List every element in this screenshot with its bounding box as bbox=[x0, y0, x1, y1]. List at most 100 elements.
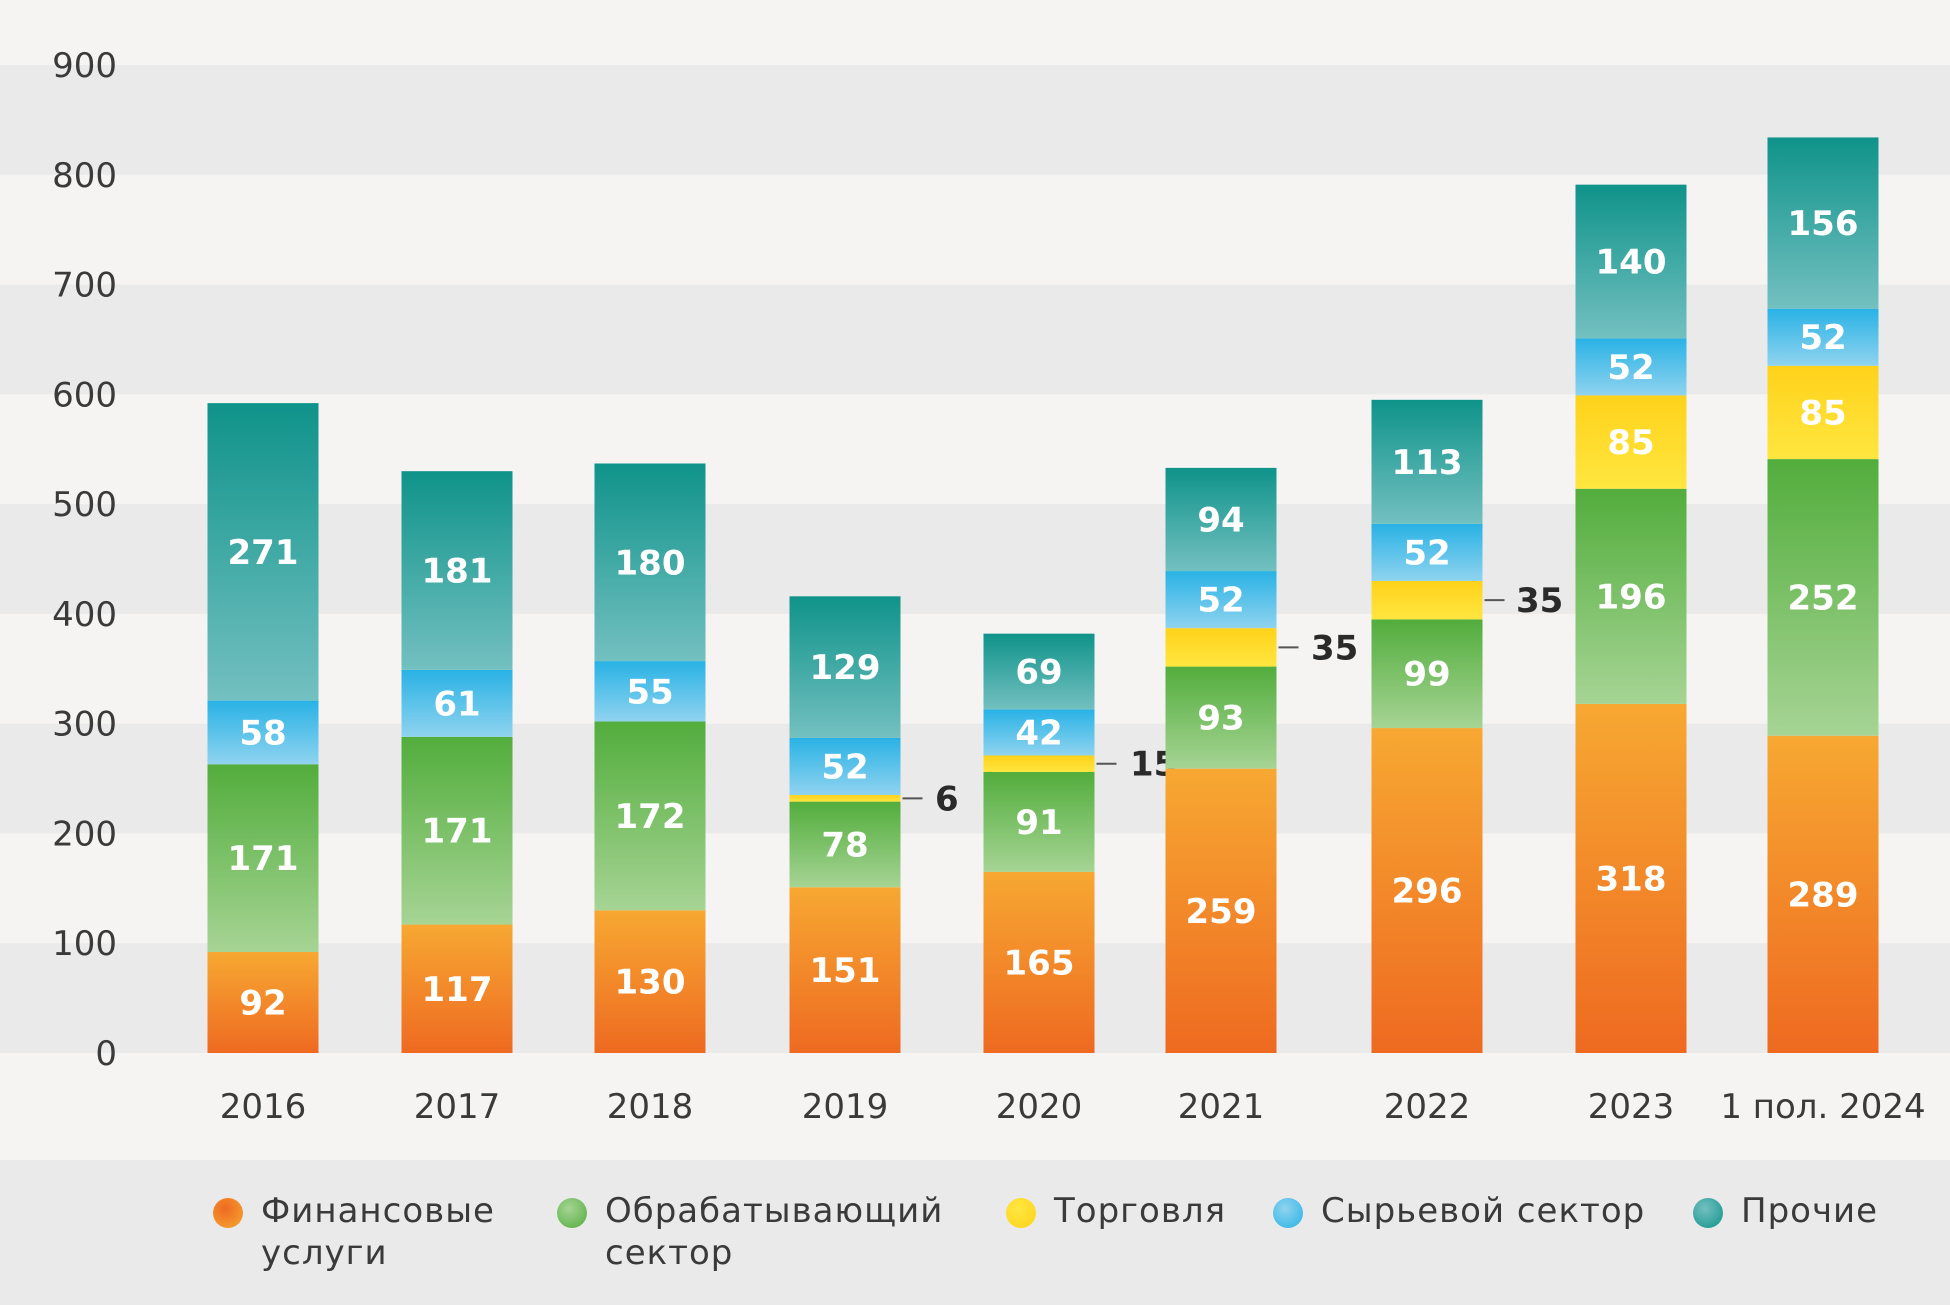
bar-segment bbox=[594, 463, 706, 662]
bar-group: 289 252 85 52 156 bbox=[1767, 137, 1879, 1053]
legend-item: Торговля bbox=[1006, 1190, 1226, 1232]
data-label: 171 bbox=[422, 812, 493, 852]
legend-label: Финансовые услуги bbox=[261, 1191, 495, 1273]
legend-marker-icon bbox=[1693, 1198, 1723, 1228]
data-label: 52 bbox=[1403, 533, 1450, 573]
x-axis: 2016 2017 2018 2019 2020 2021 2022 2023 1 пол. 2… bbox=[220, 1087, 1926, 1127]
data-label: 252 bbox=[1788, 578, 1859, 618]
data-label: 93 bbox=[1197, 699, 1244, 739]
y-tick-label: 200 bbox=[52, 814, 117, 854]
bar-segment bbox=[207, 403, 319, 701]
bar-group: 130 172 55 180 bbox=[594, 463, 706, 1053]
data-label: 156 bbox=[1788, 204, 1859, 244]
bar-segment bbox=[1767, 459, 1879, 736]
data-label: 94 bbox=[1197, 500, 1244, 540]
data-label: 78 bbox=[821, 825, 868, 865]
bar-segment bbox=[1575, 395, 1687, 489]
bar-segment bbox=[1575, 703, 1687, 1053]
data-label: 318 bbox=[1596, 859, 1667, 899]
data-label: 181 bbox=[422, 552, 493, 592]
bar-segment bbox=[1165, 628, 1277, 667]
bar-segment bbox=[207, 764, 319, 953]
legend-label: Сырьевой сектор bbox=[1321, 1191, 1646, 1231]
y-tick-label: 900 bbox=[52, 46, 117, 86]
data-label: 129 bbox=[810, 648, 881, 688]
data-label: 85 bbox=[1799, 393, 1846, 433]
bar-segment bbox=[983, 871, 1095, 1053]
data-label: 58 bbox=[239, 713, 286, 753]
x-tick-label: 1 пол. 2024 bbox=[1720, 1087, 1925, 1127]
bar-segment bbox=[1165, 467, 1277, 572]
y-tick-label: 600 bbox=[52, 375, 117, 415]
y-tick-label: 800 bbox=[52, 156, 117, 196]
x-tick-label: 2017 bbox=[414, 1087, 501, 1127]
bar-segment bbox=[1767, 735, 1879, 1053]
legend-label: Торговля bbox=[1054, 1191, 1227, 1231]
data-label: 140 bbox=[1596, 243, 1667, 283]
bar-segment bbox=[594, 910, 706, 1053]
bar-segment bbox=[401, 736, 513, 925]
bar-segment bbox=[401, 924, 513, 1053]
data-label: 91 bbox=[1015, 803, 1062, 843]
x-tick-label: 2019 bbox=[802, 1087, 889, 1127]
data-label: 289 bbox=[1788, 875, 1859, 915]
data-label: 130 bbox=[615, 963, 686, 1003]
legend-item: Сырьевой сектор bbox=[1273, 1190, 1645, 1232]
data-label: 92 bbox=[239, 984, 286, 1024]
bar-group: 318 196 85 52 140 bbox=[1575, 184, 1687, 1053]
data-label: 296 bbox=[1392, 872, 1463, 912]
bar-segment bbox=[401, 471, 513, 670]
bar-segment bbox=[1575, 488, 1687, 704]
data-label: 35 bbox=[1516, 581, 1563, 621]
legend-marker-icon bbox=[1006, 1198, 1036, 1228]
bar-segment bbox=[983, 709, 1095, 756]
bar-segment bbox=[1165, 666, 1277, 769]
bar-group: 151 78 6 52 129 bbox=[789, 596, 959, 1053]
bar-segment bbox=[789, 801, 901, 888]
data-label: 52 bbox=[1799, 318, 1846, 358]
bar-segment bbox=[1575, 338, 1687, 396]
y-tick-label: 0 bbox=[95, 1034, 117, 1074]
bar-segment bbox=[207, 952, 319, 1053]
x-tick-label: 2020 bbox=[996, 1087, 1083, 1127]
legend-marker-icon bbox=[213, 1198, 243, 1228]
data-label: 61 bbox=[433, 684, 480, 724]
data-label: 151 bbox=[810, 951, 881, 991]
legend-label: Прочие bbox=[1741, 1191, 1879, 1231]
x-tick-label: 2018 bbox=[607, 1087, 694, 1127]
data-label: 113 bbox=[1392, 443, 1463, 483]
legend-marker-icon bbox=[1273, 1198, 1303, 1228]
data-label: 171 bbox=[228, 839, 299, 879]
data-label: 196 bbox=[1596, 577, 1667, 617]
x-tick-label: 2023 bbox=[1588, 1087, 1675, 1127]
bar-segment bbox=[983, 755, 1095, 772]
x-tick-label: 2016 bbox=[220, 1087, 307, 1127]
bar-segment bbox=[1371, 523, 1483, 581]
bar-segment bbox=[1371, 728, 1483, 1053]
legend-item: Финансовые услуги bbox=[213, 1190, 495, 1274]
legend: Финансовые услуги Обрабатывающий сектор То… bbox=[0, 1160, 1950, 1305]
bar-segment bbox=[594, 661, 706, 722]
data-label: 85 bbox=[1607, 423, 1654, 463]
legend-item: Прочие bbox=[1693, 1190, 1878, 1232]
data-label: 35 bbox=[1311, 628, 1358, 668]
legend-item: Обрабатывающий сектор bbox=[557, 1190, 943, 1274]
data-label: 180 bbox=[615, 543, 686, 583]
bar-segment bbox=[1767, 137, 1879, 309]
y-tick-label: 300 bbox=[52, 705, 117, 745]
bar-segment bbox=[789, 887, 901, 1053]
bar-segment bbox=[1371, 399, 1483, 524]
bar-group: 117 171 61 181 bbox=[401, 471, 513, 1053]
bar-segment bbox=[1767, 365, 1879, 460]
data-label: 271 bbox=[228, 533, 299, 573]
bar-segment bbox=[1165, 768, 1277, 1053]
data-label: 6 bbox=[935, 779, 959, 819]
data-label: 165 bbox=[1004, 943, 1075, 983]
bar-segment bbox=[207, 700, 319, 765]
bar-group: 259 93 35 52 94 bbox=[1165, 467, 1358, 1053]
bar-segment bbox=[983, 633, 1095, 710]
data-label: 117 bbox=[422, 970, 493, 1010]
bar-segment bbox=[983, 771, 1095, 872]
bar-segment bbox=[1371, 580, 1483, 620]
bar-segment bbox=[1371, 619, 1483, 729]
